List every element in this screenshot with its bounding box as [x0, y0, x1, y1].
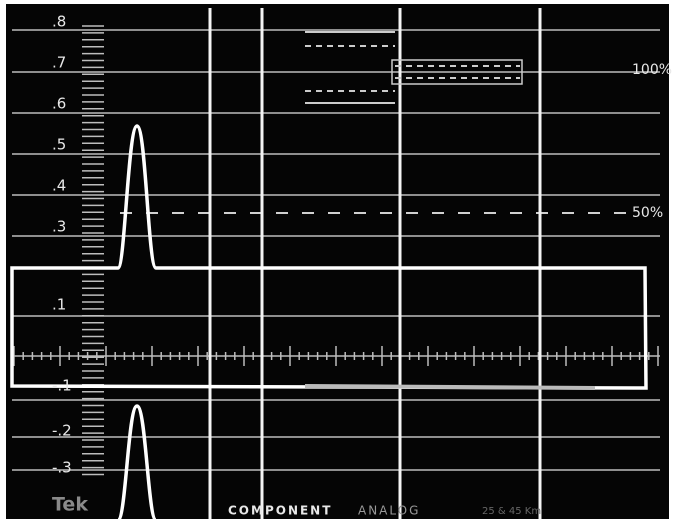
brand: Tek	[52, 494, 88, 516]
percent-label: 50%	[632, 205, 663, 221]
scale-label: -.2	[52, 422, 72, 440]
scale-label: .3	[52, 218, 66, 236]
signal-label: ANALOG	[358, 504, 420, 518]
scale-label: .5	[52, 136, 66, 154]
format-label: 25 & 45 Km	[482, 506, 541, 517]
scale-label: .8	[52, 13, 66, 31]
scale-label: .6	[52, 95, 66, 113]
scale-label: .4	[52, 177, 66, 195]
percent-label: 100%	[632, 62, 672, 78]
mode-label: COMPONENT	[228, 504, 332, 518]
screen-background	[6, 4, 669, 519]
trace-segment	[305, 386, 595, 388]
scale-label: .7	[52, 54, 66, 72]
waveform-screen: .8 .7 .6 .5 .4 .3 .1 -.1 -.2 -.3 100% 50% Tek COMPO…	[0, 0, 675, 523]
scale-label: -.1	[52, 377, 72, 395]
scale-label: .1	[52, 296, 66, 314]
scale-label: -.3	[52, 459, 72, 477]
